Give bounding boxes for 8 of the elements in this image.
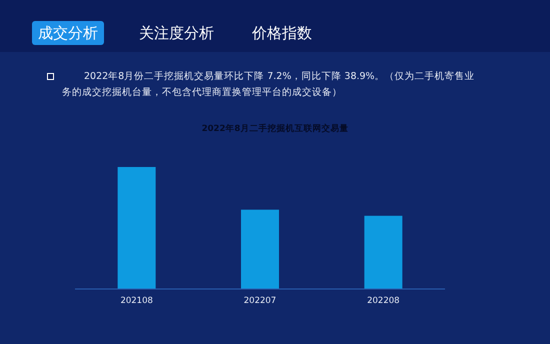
text: 价格指数: [251, 23, 313, 44]
x-tick-label: 202108: [120, 296, 153, 306]
text: 关注度分析: [138, 23, 215, 44]
text: 2022年8月份二手挖掘机交易量环比下降 7.2%，同比下降 38.9%。（仅为二手机寄售业务的成交挖掘机台量，不包含代理商置换管理平台的成交设备）: [62, 70, 476, 100]
x-tick-label: 202208: [367, 296, 400, 306]
x-tick-label: 202207: [244, 296, 276, 306]
chart-title: 2022年8月二手挖掘机互联网交易量: [202, 123, 348, 134]
text: 成交分析: [32, 21, 104, 45]
